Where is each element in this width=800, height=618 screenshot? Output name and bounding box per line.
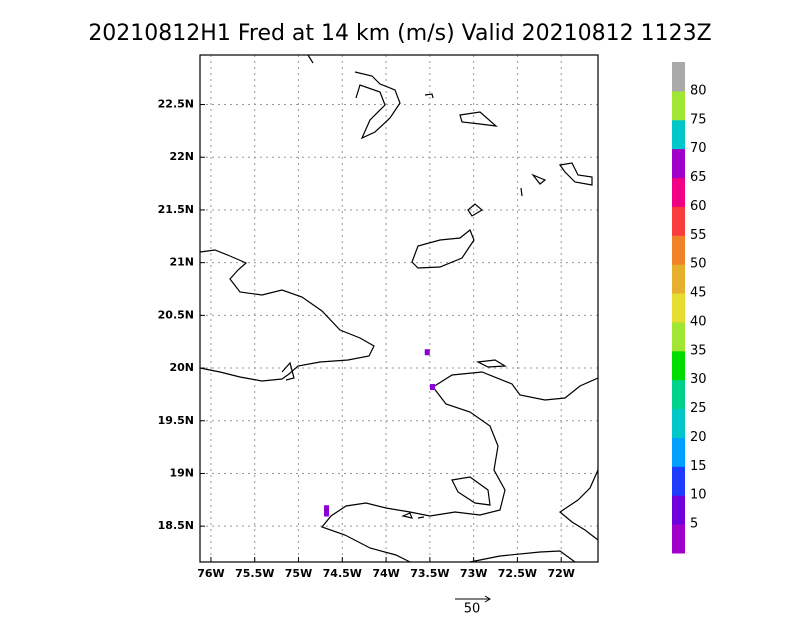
x-tick-label: 73.5W xyxy=(410,567,449,580)
colorbar-label: 45 xyxy=(690,286,707,301)
x-tick-label: 73W xyxy=(460,567,487,580)
colorbar-swatch xyxy=(672,235,685,265)
colorbar-label: 15 xyxy=(690,459,707,474)
colorbar-label: 55 xyxy=(690,228,707,243)
colorbar-label: 60 xyxy=(690,199,707,214)
colorbar-swatch xyxy=(672,148,685,179)
y-tick-label: 20.5N xyxy=(158,308,194,321)
colorbar-label: 25 xyxy=(690,401,707,416)
hispaniola-east xyxy=(558,469,599,541)
hispaniola-south xyxy=(469,550,576,563)
y-tick-label: 22N xyxy=(169,150,194,163)
colorbar-label: 30 xyxy=(690,372,707,387)
y-tick-label: 19.5N xyxy=(158,414,194,427)
x-tick-label: 72.5W xyxy=(498,567,537,580)
y-tick-label: 22.5N xyxy=(158,98,194,111)
colorbar-swatch xyxy=(672,379,685,410)
y-tick-label: 21.5N xyxy=(158,203,194,216)
wind-cell xyxy=(324,505,330,512)
x-tick-label: 74.5W xyxy=(323,567,362,580)
colorbar-label: 50 xyxy=(690,257,707,272)
colorbar-swatch xyxy=(672,350,685,381)
wind-cell xyxy=(424,349,430,356)
colorbar-swatch xyxy=(672,264,685,294)
vector-reference: 50 xyxy=(455,595,491,617)
colorbar-label: 5 xyxy=(690,517,698,532)
colorbar-label: 65 xyxy=(690,170,707,185)
colorbar-label: 20 xyxy=(690,430,707,445)
arrow-head xyxy=(484,595,491,603)
title: 20210812H1 Fred at 14 km (m/s) Valid 202… xyxy=(88,21,711,46)
colorbar-swatch xyxy=(672,321,685,352)
map-frame xyxy=(199,54,599,563)
wind-cell xyxy=(429,384,435,391)
y-tick-label: 20N xyxy=(169,361,194,374)
hispaniola-north xyxy=(320,371,599,563)
reference-label: 50 xyxy=(464,602,481,617)
colorbar-swatch xyxy=(672,206,685,236)
great-inagua xyxy=(411,229,475,269)
colorbar-swatch xyxy=(672,177,685,207)
x-tick-label: 72W xyxy=(547,567,574,580)
tortuga xyxy=(475,359,507,368)
islet xyxy=(281,54,434,381)
cuba-coast xyxy=(199,249,375,382)
cayemites xyxy=(401,512,425,519)
little-inagua xyxy=(467,203,484,217)
coastlines xyxy=(199,54,599,563)
colorbar-label: 35 xyxy=(690,343,707,358)
colorbar-swatch xyxy=(672,90,685,121)
mayaguana xyxy=(459,111,498,127)
colorbar-label: 70 xyxy=(690,141,707,156)
colorbar-swatch xyxy=(672,119,685,150)
x-tick-label: 74W xyxy=(372,567,399,580)
y-tick-label: 18.5N xyxy=(158,519,194,532)
x-tick-label: 76W xyxy=(197,567,224,580)
caicos xyxy=(520,162,593,197)
colorbar-swatch xyxy=(672,437,685,467)
y-tick-label: 19N xyxy=(169,466,194,479)
acklins xyxy=(354,71,401,140)
colorbar-swatch xyxy=(672,62,685,92)
gonave xyxy=(451,476,491,506)
colorbar-label: 75 xyxy=(690,112,707,127)
colorbar-swatch xyxy=(672,408,685,438)
colorbar-swatch xyxy=(672,466,685,496)
x-tick-label: 75.5W xyxy=(235,567,274,580)
colorbar-label: 40 xyxy=(690,314,707,329)
colorbar-label: 10 xyxy=(690,488,707,503)
y-tick-label: 21N xyxy=(169,256,194,269)
colorbar-swatch xyxy=(672,495,685,525)
colorbar-swatch xyxy=(672,293,685,323)
colorbar-label: 80 xyxy=(690,83,707,98)
colorbar-swatch xyxy=(672,524,685,554)
x-tick-label: 75W xyxy=(285,567,312,580)
wind-cell xyxy=(324,510,330,517)
